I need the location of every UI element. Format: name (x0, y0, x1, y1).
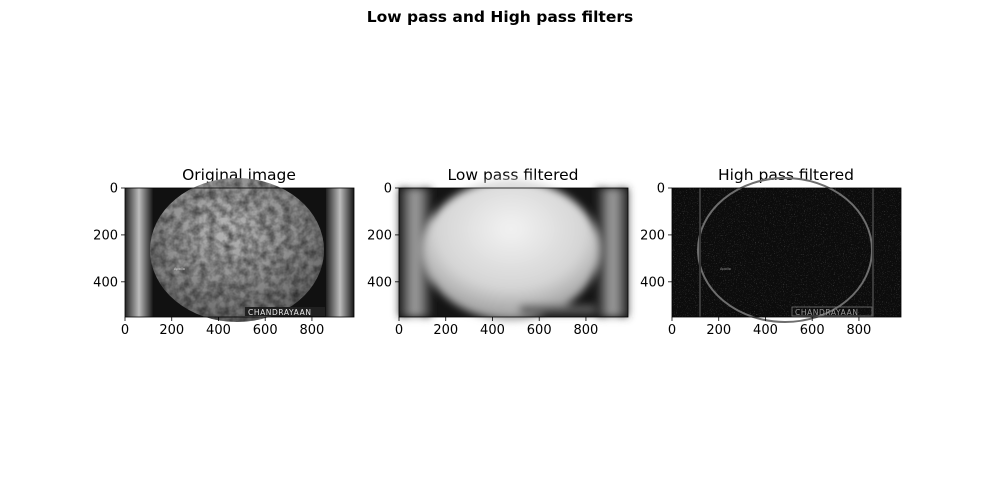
x-tick-label: 600 (800, 323, 825, 338)
image-low-pass (399, 180, 628, 320)
x-tick-label: 400 (480, 323, 505, 338)
x-tick-label: 0 (121, 323, 129, 338)
axis-ticks: 0 200 400 600 800 0 200 400 0 200 400 600 800 0 200 400… (93, 182, 871, 339)
y-tick-label: 0 (657, 182, 665, 197)
image-high-pass: CHANDRAYAAN Apollo (672, 177, 901, 323)
y-tick-label: 0 (384, 182, 392, 197)
overlay-text-chandrayaan: CHANDRAYAAN (795, 308, 859, 317)
x-tick-label: 600 (527, 323, 552, 338)
x-tick-label: 200 (159, 323, 184, 338)
axes-frame (398, 187, 629, 318)
axes-frame (124, 187, 355, 318)
x-tick-label: 0 (668, 323, 676, 338)
x-tick-label: 800 (847, 323, 872, 338)
panel-original: Original image CHANDRAYAAN Apollo (124, 166, 355, 322)
y-tick-label: 400 (93, 275, 118, 290)
panel-high-pass: High pass filtered CHANDRAYAAN Apollo (671, 166, 902, 323)
image-original: CHANDRAYAAN Apollo (125, 178, 354, 322)
panel-title-original: Original image (182, 166, 296, 184)
x-tick-label: 400 (206, 323, 231, 338)
x-tick-label: 800 (300, 323, 325, 338)
panel-title-high-pass: High pass filtered (718, 166, 854, 184)
x-tick-label: 200 (433, 323, 458, 338)
x-tick-label: 800 (574, 323, 599, 338)
x-tick-label: 600 (253, 323, 278, 338)
x-tick-label: 0 (395, 323, 403, 338)
y-tick-label: 400 (640, 275, 665, 290)
y-tick-label: 200 (640, 228, 665, 243)
y-tick-label: 200 (367, 228, 392, 243)
overlay-text-apollo: Apollo (720, 267, 731, 271)
y-tick-label: 200 (93, 228, 118, 243)
overlay-text-chandrayaan: CHANDRAYAAN (248, 308, 312, 317)
overlay-text-apollo: Apollo (174, 267, 185, 271)
x-tick-label: 200 (706, 323, 731, 338)
y-tick-label: 400 (367, 275, 392, 290)
figure-suptitle: Low pass and High pass filters (367, 8, 633, 26)
y-tick-label: 0 (110, 182, 118, 197)
panel-low-pass: Low pass filtered (398, 166, 629, 320)
axes-frame (671, 187, 902, 318)
panel-title-low-pass: Low pass filtered (448, 166, 579, 184)
x-tick-label: 400 (753, 323, 778, 338)
